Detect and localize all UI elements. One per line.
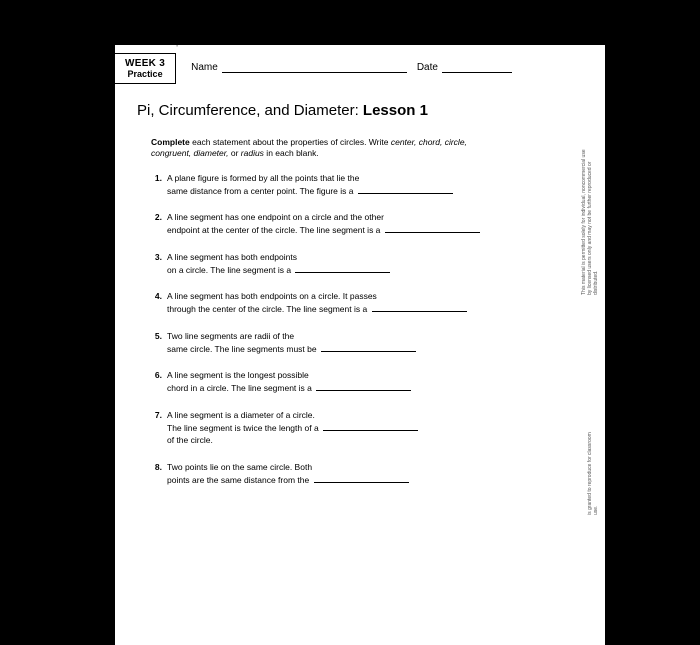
question-5: 5.Two line segments are radii of thesame…	[151, 330, 605, 356]
name-label: Name	[191, 62, 218, 73]
answer-blank[interactable]	[385, 225, 480, 233]
practice-label: Practice	[125, 69, 165, 79]
instr-ital2: radius	[241, 148, 264, 158]
question-number: 4.	[151, 290, 167, 316]
date-blank[interactable]	[442, 63, 512, 73]
question-number: 2.	[151, 211, 167, 237]
answer-blank[interactable]	[321, 344, 416, 352]
instr-t1: each statement about the properties of c…	[190, 137, 391, 147]
name-blank[interactable]	[222, 63, 407, 73]
name-date-row: Name Date	[191, 62, 587, 75]
question-text: A line segment has both endpoints on a c…	[167, 290, 507, 316]
answer-blank[interactable]	[372, 304, 467, 312]
question-text: Two line segments are radii of thesame c…	[167, 330, 507, 356]
answer-blank[interactable]	[316, 383, 411, 391]
copyright-side-1: This material is permitted solely for in…	[581, 145, 599, 295]
question-number: 1.	[151, 172, 167, 198]
question-number: 6.	[151, 369, 167, 395]
question-text: A line segment has both endpointson a ci…	[167, 251, 507, 277]
question-number: 8.	[151, 461, 167, 487]
question-7: 7.A line segment is a diameter of a circ…	[151, 409, 605, 447]
question-1: 1.A plane figure is formed by all the po…	[151, 172, 605, 198]
answer-blank[interactable]	[358, 186, 453, 194]
questions-list: 1.A plane figure is formed by all the po…	[151, 172, 605, 487]
question-text: A line segment has one endpoint on a cir…	[167, 211, 507, 237]
page-title: Pi, Circumference, and Diameter: Lesson …	[137, 102, 605, 119]
answer-blank[interactable]	[314, 475, 409, 483]
question-3: 3.A line segment has both endpointson a …	[151, 251, 605, 277]
instructions: Complete each statement about the proper…	[151, 137, 486, 160]
question-text: A line segment is a diameter of a circle…	[167, 409, 507, 447]
question-text: A plane figure is formed by all the poin…	[167, 172, 507, 198]
question-number: 3.	[151, 251, 167, 277]
date-label: Date	[417, 62, 438, 73]
answer-blank[interactable]	[323, 423, 418, 431]
question-8: 8.Two points lie on the same circle. Bot…	[151, 461, 605, 487]
question-6: 6.A line segment is the longest possible…	[151, 369, 605, 395]
instr-bold: Complete	[151, 137, 190, 147]
answer-blank[interactable]	[295, 265, 390, 273]
question-text: Two points lie on the same circle. Bothp…	[167, 461, 507, 487]
question-4: 4.A line segment has both endpoints on a…	[151, 290, 605, 316]
header-row: WEEK 3 Practice Name Date	[115, 45, 605, 84]
question-2: 2.A line segment has one endpoint on a c…	[151, 211, 605, 237]
crop-mark: +	[175, 42, 179, 49]
title-prefix: Pi, Circumference, and Diameter:	[137, 102, 363, 119]
week-label: WEEK 3	[125, 58, 165, 69]
week-box: WEEK 3 Practice	[114, 53, 176, 84]
instr-t3: in each blank.	[264, 148, 319, 158]
title-bold: Lesson 1	[363, 102, 428, 119]
copyright-side-2: is granted to reproduce for classroom us…	[587, 425, 599, 515]
instr-t2: or	[229, 148, 241, 158]
question-number: 7.	[151, 409, 167, 447]
question-text: A line segment is the longest possiblech…	[167, 369, 507, 395]
question-number: 5.	[151, 330, 167, 356]
worksheet-page: + + WEEK 3 Practice Name Date Pi, Circum…	[115, 45, 605, 645]
